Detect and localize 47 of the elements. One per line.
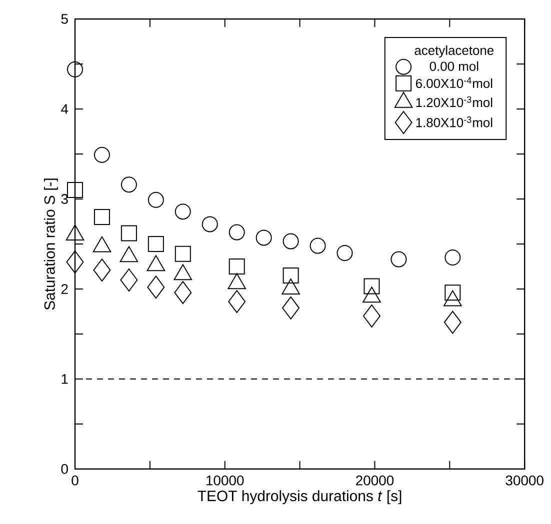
legend-label: 0.00 mol xyxy=(430,61,478,71)
point xyxy=(228,224,245,240)
y-tick-label: 0 xyxy=(61,464,68,474)
point xyxy=(282,268,299,284)
point xyxy=(174,246,191,262)
point xyxy=(444,250,461,266)
point xyxy=(147,276,165,299)
point xyxy=(174,204,191,220)
point xyxy=(364,278,380,294)
point xyxy=(282,296,300,320)
point xyxy=(93,258,111,282)
legend-label: 6.00X10$^{-4}$mol xyxy=(416,77,492,88)
point xyxy=(120,176,137,193)
point xyxy=(390,251,407,268)
x-tick-label: 0 xyxy=(72,476,78,486)
x-tick-label: 20000 xyxy=(356,476,394,486)
point xyxy=(202,216,218,232)
point xyxy=(282,233,299,250)
point xyxy=(444,310,462,334)
point xyxy=(120,225,137,242)
point xyxy=(174,281,192,304)
point xyxy=(228,258,245,274)
x-tick-label: 30000 xyxy=(506,476,544,486)
legend-title: acetylacetone xyxy=(414,45,494,58)
point xyxy=(362,304,380,328)
y-tick-label: 4 xyxy=(61,104,68,114)
point xyxy=(444,284,461,301)
point xyxy=(336,245,353,261)
point xyxy=(94,146,110,163)
point xyxy=(310,238,326,254)
point xyxy=(67,182,83,198)
point xyxy=(67,61,83,78)
point xyxy=(148,192,164,208)
y-tick-label: 2 xyxy=(61,284,68,294)
point xyxy=(94,209,110,225)
x-axis-title: TEOT hydrolysis durations t [s] xyxy=(198,490,402,504)
y-axis-title: Saturation ratio S [-] xyxy=(44,178,58,310)
point xyxy=(256,230,272,246)
point xyxy=(148,236,164,252)
point xyxy=(120,268,138,292)
y-tick-label: 1 xyxy=(62,374,68,384)
point xyxy=(228,290,246,314)
point xyxy=(66,250,84,274)
x-tick-label: 10000 xyxy=(206,476,244,486)
legend-label: 1.80X10$^{-3}$mol xyxy=(416,116,492,128)
y-tick-label: 5 xyxy=(61,14,68,24)
legend-label: 1.20X10$^{-3}$mol xyxy=(416,96,492,108)
